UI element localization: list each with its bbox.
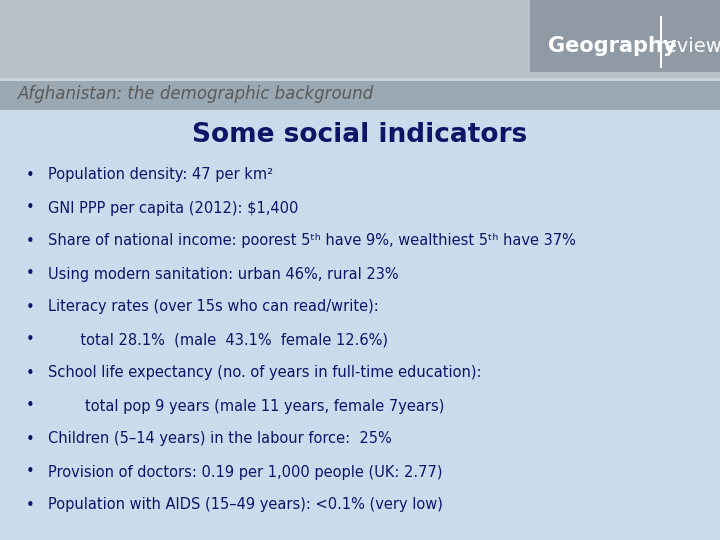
Text: School life expectancy (no. of years in full-time education):: School life expectancy (no. of years in …	[48, 366, 482, 381]
Text: Geography: Geography	[548, 36, 676, 56]
Text: •: •	[26, 200, 35, 215]
Text: Some social indicators: Some social indicators	[192, 122, 528, 148]
Text: Children (5–14 years) in the labour force:  25%: Children (5–14 years) in the labour forc…	[48, 431, 392, 447]
Text: •: •	[26, 431, 35, 447]
Text: •: •	[26, 300, 35, 314]
Text: •: •	[26, 167, 35, 183]
Bar	[660, 16, 662, 68]
Bar	[0, 0, 720, 110]
Text: total 28.1%  (male  43.1%  female 12.6%): total 28.1% (male 43.1% female 12.6%)	[48, 333, 388, 348]
Bar	[530, 0, 720, 72]
Text: review: review	[657, 37, 720, 56]
Text: total pop 9 years (male 11 years, female 7years): total pop 9 years (male 11 years, female…	[48, 399, 444, 414]
Text: Provision of doctors: 0.19 per 1,000 people (UK: 2.77): Provision of doctors: 0.19 per 1,000 peo…	[48, 464, 443, 480]
Text: •: •	[26, 267, 35, 281]
Text: Literacy rates (over 15s who can read/write):: Literacy rates (over 15s who can read/wr…	[48, 300, 379, 314]
Text: Population with AIDS (15–49 years): <0.1% (very low): Population with AIDS (15–49 years): <0.1…	[48, 497, 443, 512]
Text: •: •	[26, 233, 35, 248]
Text: •: •	[26, 366, 35, 381]
Text: •: •	[26, 497, 35, 512]
Text: Population density: 47 per km²: Population density: 47 per km²	[48, 167, 273, 183]
Bar	[0, 78, 720, 110]
Text: •: •	[26, 399, 35, 414]
Text: GNI PPP per capita (2012): $1,400: GNI PPP per capita (2012): $1,400	[48, 200, 298, 215]
Text: Afghanistan: the demographic background: Afghanistan: the demographic background	[18, 85, 374, 103]
Bar	[0, 78, 720, 80]
Text: Share of national income: poorest 5ᵗʰ have 9%, wealthiest 5ᵗʰ have 37%: Share of national income: poorest 5ᵗʰ ha…	[48, 233, 576, 248]
Text: •: •	[26, 464, 35, 480]
Bar	[0, 110, 720, 540]
Text: Using modern sanitation: urban 46%, rural 23%: Using modern sanitation: urban 46%, rura…	[48, 267, 399, 281]
Text: •: •	[26, 333, 35, 348]
